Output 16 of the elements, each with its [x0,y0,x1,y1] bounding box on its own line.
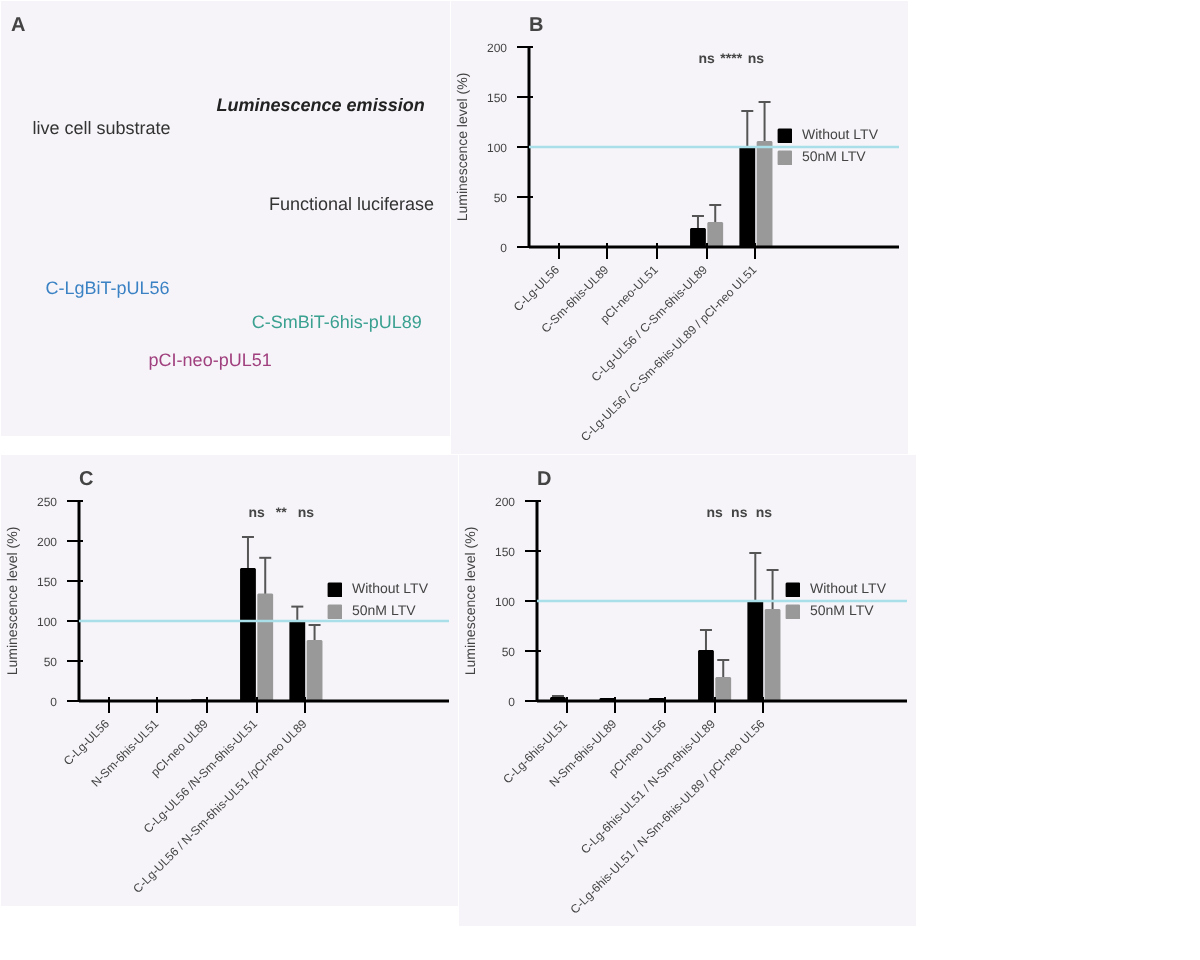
bar [257,593,274,701]
text: Luminescence emission [216,95,426,116]
chart-title: B [529,15,544,37]
chart-title: C [79,469,94,491]
text: live cell substrate [32,118,171,139]
bar [707,222,724,247]
text: Functional luciferase [269,194,435,215]
text: C-SmBiT-6his-pUL89 [251,312,422,332]
text: A [11,15,26,37]
bar [715,677,732,701]
text: C-LgBiT-pUL56 [45,277,170,298]
chart-title: D [537,469,552,491]
text: pCI-neo-pUL51 [148,350,272,370]
bar [756,141,773,247]
bar [764,609,781,701]
bar [306,640,323,701]
